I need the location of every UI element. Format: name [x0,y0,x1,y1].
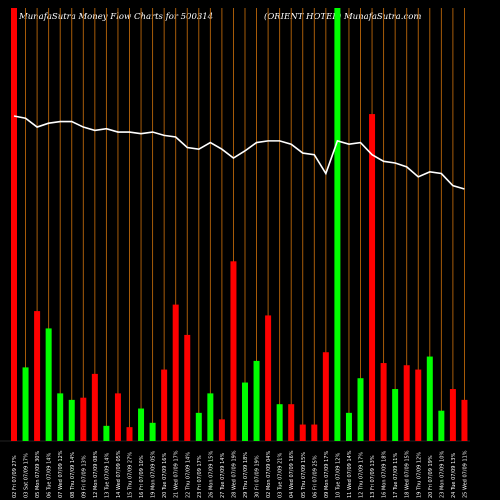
x-tick-label: 29 Thu 07/09 18% [243,452,249,498]
x-tick-label: 13 Tue 07/09 14% [104,453,110,498]
bar [334,8,341,441]
bar [242,382,248,441]
x-tick-label: 30 Fri 07/09 19% [255,455,261,498]
x-tick-label: 20 Tue 07/09 16% [162,453,168,498]
bar [34,311,41,441]
bar [230,261,237,441]
bar [172,304,179,441]
x-tick-label: 07 Wed 07/09 12% [58,450,64,498]
bar [68,399,75,441]
bar [91,373,98,441]
bar [345,412,352,441]
bar [415,369,422,441]
x-tick-label: 02 Fri 07/09 27% [12,455,18,498]
bar [403,365,410,441]
bar [288,404,295,441]
bar [253,360,260,441]
x-tick-label: 21 Wed 07/09 17% [174,450,180,498]
bar [161,369,168,441]
x-tick-label: 12 Mon 07/09 08% [93,451,99,498]
bar [299,424,306,441]
bar [149,422,156,441]
x-tick-label: 03 Sat 07/09 17% [24,453,30,498]
x-tick-label: 08 Thu 07/09 14% [70,452,76,498]
x-tick-label: 27 Tue 07/09 14% [220,453,226,498]
x-tick-label: 15 Thu 07/09 27% [128,452,134,498]
bar [449,389,456,441]
bar [438,410,445,441]
chart-title-right: (ORIENT HOTEL) MunafaSutra.com [264,12,422,22]
price-line [13,115,465,190]
x-tick-label: 23 Mon 07/09 10% [439,451,445,498]
x-tick-label: 18 Wed 07/09 15% [405,450,411,498]
x-tick-label: 24 Tue 07/09 13% [451,453,457,498]
x-tick-label: 11 Wed 07/09 14% [347,450,353,498]
bar [80,397,87,441]
bar [426,356,433,441]
x-tick-label: 13 Fri 07/09 13% [370,455,376,498]
price-line-layer [13,115,465,190]
bar [218,419,225,441]
x-tick-label: 16 Fri 07/09 10% [139,455,145,498]
bar [207,393,214,441]
x-tick-label: 19 Thu 07/09 12% [416,452,422,498]
x-tick-labels: 02 Fri 07/09 27% 03 Sat 07/09 17% 05 Mon 0… [12,450,468,498]
chart-title-left: MunafaSutra Money Flow Charts for 500314 [19,12,214,22]
x-tick-label: 22 Thu 07/09 14% [185,452,191,498]
bar [380,363,387,441]
bar [57,393,64,441]
bar [114,393,121,441]
x-tick-label: 05 Thu 07/09 15% [301,452,307,498]
bar [322,352,329,441]
x-tick-label: 28 Wed 07/09 19% [231,450,237,498]
x-tick-label: 19 Mon 07/09 05% [151,451,157,498]
x-tick-label: 06 Tue 07/09 14% [47,453,53,498]
x-tick-label: 26 Mon 07/09 15% [208,451,214,498]
bar [45,328,52,441]
bar [392,389,399,441]
bar [195,412,202,441]
bar [184,334,191,441]
bar [11,8,17,441]
x-tick-label: 09 Mon 07/09 17% [324,451,330,498]
x-tick-label: 09 Fri 07/09 13% [81,455,87,498]
x-tick-label: 16 Mon 07/09 18% [382,451,388,498]
x-tick-label: 17 Tue 07/09 11% [393,453,399,498]
x-tick-label: 04 Wed 07/09 16% [289,450,295,498]
x-tick-label: 10 Tue 07/09 12% [335,453,341,498]
x-tick-label: 05 Mon 07/09 30% [35,451,41,498]
bar [138,408,145,441]
x-tick-label: 02 Mon 07/09 04% [266,451,272,498]
bar [311,424,318,441]
bar [357,378,364,441]
bar [265,315,272,441]
x-tick-label: 23 Fri 07/09 17% [197,455,203,498]
x-tick-label: 12 Thu 07/09 17% [359,452,365,498]
bar [461,399,468,441]
bars [11,8,468,442]
x-tick-label: 14 Wed 07/09 05% [116,450,122,498]
grid-lines [0,8,470,442]
x-tick-label: 06 Fri 07/09 25% [312,455,318,498]
bar [22,367,29,441]
x-tick-label: 25 Wed 07/09 11% [462,450,468,498]
bar [126,427,133,441]
bar [369,114,376,442]
bar [103,425,110,441]
bar [276,404,283,441]
x-tick-label: 03 Tue 07/09 21% [278,453,284,498]
x-tick-label: 20 Fri 07/09 19% [428,455,434,498]
